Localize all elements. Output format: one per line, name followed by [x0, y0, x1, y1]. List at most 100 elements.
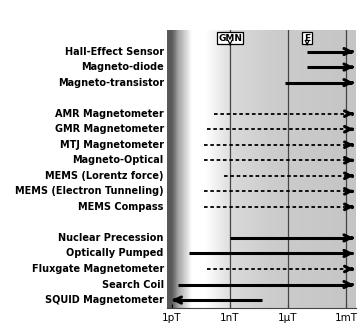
Bar [175, 30, 176, 308]
Bar [283, 30, 284, 308]
Bar [342, 30, 343, 308]
Bar [348, 30, 349, 308]
Bar [196, 30, 197, 308]
Bar [258, 30, 259, 308]
Bar [289, 30, 290, 308]
Bar [260, 30, 261, 308]
Bar [239, 30, 240, 308]
Bar [355, 30, 356, 308]
Bar [204, 30, 205, 308]
Bar [299, 30, 300, 308]
Bar [167, 30, 168, 308]
Bar [290, 30, 291, 308]
Bar [322, 30, 323, 308]
Bar [335, 30, 336, 308]
Bar [263, 30, 264, 308]
Bar [294, 30, 295, 308]
Bar [216, 30, 217, 308]
Bar [225, 30, 226, 308]
Bar [170, 30, 171, 308]
Bar [229, 30, 230, 308]
Bar [214, 30, 215, 308]
Bar [276, 30, 277, 308]
Bar [231, 30, 232, 308]
Bar [228, 30, 229, 308]
Bar [203, 30, 204, 308]
Bar [273, 30, 274, 308]
Text: Magneto-Optical: Magneto-Optical [73, 155, 164, 165]
Bar [211, 30, 212, 308]
Bar [352, 30, 353, 308]
Bar [235, 30, 236, 308]
Bar [354, 30, 355, 308]
Bar [271, 30, 272, 308]
Bar [324, 30, 325, 308]
Bar [172, 30, 173, 308]
Bar [339, 30, 340, 308]
Text: MTJ Magnetometer: MTJ Magnetometer [60, 140, 164, 150]
Bar [178, 30, 179, 308]
Bar [213, 30, 214, 308]
Text: GMR Magnetometer: GMR Magnetometer [55, 124, 164, 134]
Bar [220, 30, 221, 308]
Bar [190, 30, 191, 308]
Bar [185, 30, 186, 308]
Bar [262, 30, 263, 308]
Bar [349, 30, 350, 308]
Bar [336, 30, 337, 308]
Bar [292, 30, 293, 308]
Bar [205, 30, 206, 308]
Bar [284, 30, 285, 308]
Bar [316, 30, 317, 308]
Bar [240, 30, 241, 308]
Text: Search Coil: Search Coil [102, 280, 164, 290]
Bar [180, 30, 181, 308]
Bar [313, 30, 314, 308]
Bar [181, 30, 182, 308]
Bar [223, 30, 224, 308]
Bar [274, 30, 275, 308]
Bar [183, 30, 184, 308]
Bar [219, 30, 220, 308]
Bar [288, 30, 289, 308]
Bar [344, 30, 345, 308]
Bar [293, 30, 294, 308]
Bar [267, 30, 268, 308]
Bar [174, 30, 175, 308]
Bar [171, 30, 172, 308]
Bar [254, 30, 255, 308]
Bar [350, 30, 351, 308]
Bar [248, 30, 249, 308]
Bar [246, 30, 247, 308]
Bar [311, 30, 312, 308]
Bar [245, 30, 246, 308]
Bar [243, 30, 244, 308]
Bar [337, 30, 338, 308]
Bar [221, 30, 222, 308]
Text: SQUID Magnetometer: SQUID Magnetometer [45, 295, 164, 305]
Bar [188, 30, 189, 308]
Text: MEMS Compass: MEMS Compass [78, 202, 164, 212]
Bar [201, 30, 202, 308]
Bar [340, 30, 341, 308]
Bar [250, 30, 251, 308]
Bar [217, 30, 218, 308]
Bar [295, 30, 296, 308]
Bar [301, 30, 302, 308]
Bar [317, 30, 318, 308]
Bar [351, 30, 352, 308]
Bar [353, 30, 354, 308]
Bar [326, 30, 327, 308]
Bar [173, 30, 174, 308]
Bar [169, 30, 170, 308]
Bar [331, 30, 332, 308]
Bar [207, 30, 208, 308]
Bar [287, 30, 288, 308]
Bar [210, 30, 211, 308]
Bar [296, 30, 297, 308]
Bar [232, 30, 233, 308]
Bar [346, 30, 347, 308]
Bar [184, 30, 185, 308]
Bar [182, 30, 183, 308]
Bar [237, 30, 238, 308]
